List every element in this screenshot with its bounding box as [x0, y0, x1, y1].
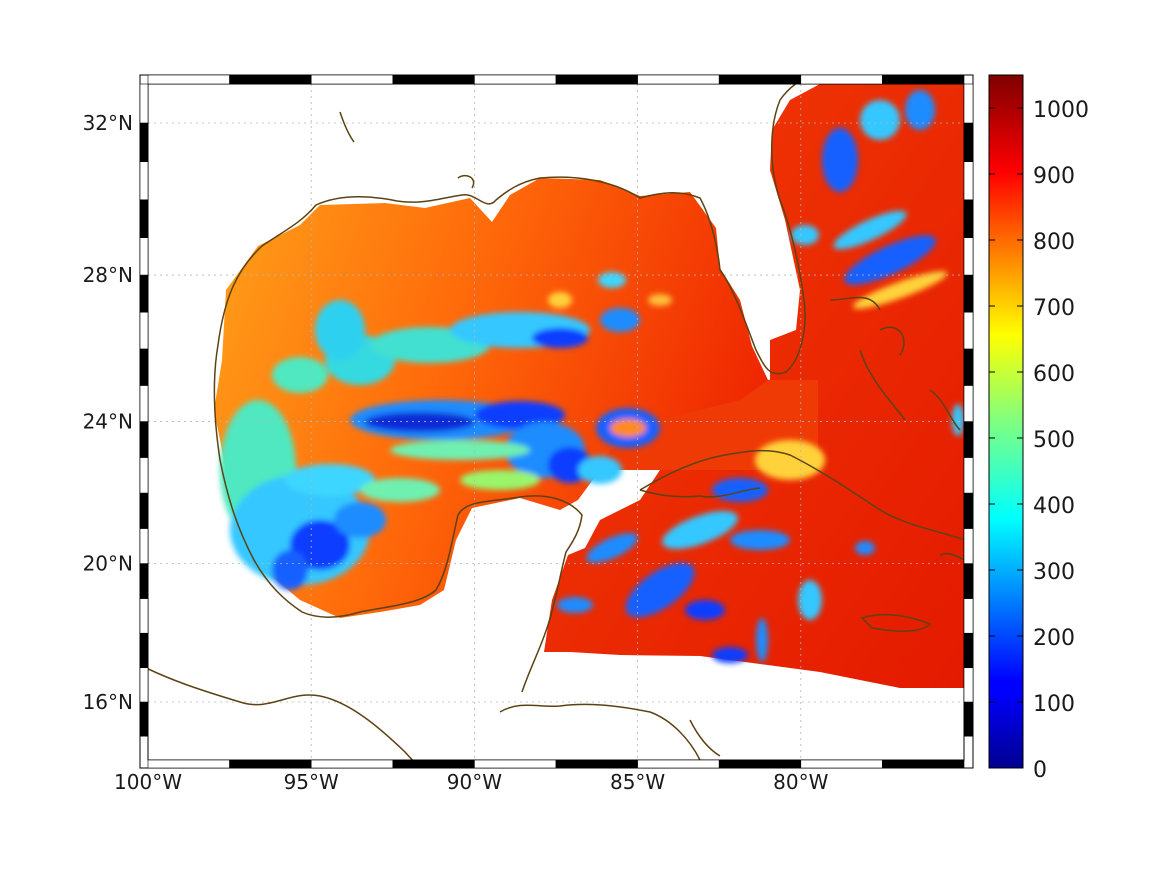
border-segment [310, 74, 394, 85]
border-segment [139, 563, 149, 599]
border-segment [147, 759, 230, 769]
border-segment [229, 74, 312, 85]
border-segment [139, 311, 149, 350]
colorbar-tick-label: 900 [1033, 164, 1075, 189]
longitude-tick-labels: 100°W 95°W 90°W 85°W 80°W [114, 770, 829, 794]
border-segment [147, 74, 230, 85]
map-frame [139, 74, 974, 769]
border-segment [963, 563, 974, 599]
border-segment [963, 421, 974, 458]
border-segment [139, 199, 149, 238]
border-segment [963, 311, 974, 350]
border-segment [139, 492, 149, 529]
border-segment [963, 598, 974, 634]
data-field [214, 84, 964, 688]
border-segment [800, 759, 883, 769]
border-segment [882, 74, 965, 85]
lat-tick-label: 20°N [83, 552, 133, 576]
border-segment [963, 83, 974, 124]
border-segment [139, 83, 149, 124]
lat-tick-label: 28°N [83, 263, 133, 287]
lat-tick-label: 24°N [83, 410, 133, 434]
border-segment [963, 385, 974, 422]
colorbar-tick-label: 800 [1033, 230, 1075, 255]
border-segment [229, 759, 312, 769]
border-segment [139, 348, 149, 386]
lon-tick-label: 95°W [284, 770, 339, 794]
colorbar-gradient [988, 74, 1024, 769]
lat-tick-label: 16°N [83, 690, 133, 714]
border-segment [882, 759, 965, 769]
colorbar-tick-label: 300 [1033, 560, 1075, 585]
coastline [148, 84, 964, 760]
lat-tick-label: 32°N [83, 111, 133, 135]
border-segment [139, 161, 149, 201]
lon-tick-label: 80°W [773, 770, 828, 794]
border-segment [963, 161, 974, 201]
border-segment [139, 421, 149, 458]
border-segment [139, 385, 149, 422]
border-segment [963, 528, 974, 564]
latitude-tick-labels: 32°N 28°N 24°N 20°N 16°N [83, 111, 133, 714]
border-segment [139, 632, 149, 669]
colorbar-tick-label: 200 [1033, 626, 1075, 651]
colorbar-tick-label: 700 [1033, 296, 1075, 321]
border-segment [963, 348, 974, 386]
border-segment [139, 122, 149, 162]
border-segment [139, 237, 149, 276]
border-segment [718, 74, 802, 85]
border-segment [963, 457, 974, 494]
border-segment [139, 457, 149, 494]
border-segment [555, 74, 638, 85]
border-segment [139, 598, 149, 634]
colorbar-tick-label: 0 [1033, 758, 1047, 783]
border-segment [637, 74, 720, 85]
border-segment [555, 759, 638, 769]
border-segment [392, 759, 475, 769]
border-segment [963, 274, 974, 313]
lon-tick-label: 100°W [114, 770, 182, 794]
border-segment [139, 701, 149, 737]
border-segment [963, 237, 974, 276]
border-segment [718, 759, 802, 769]
colorbar-tick-label: 500 [1033, 428, 1075, 453]
border-segment [392, 74, 475, 85]
lon-tick-label: 85°W [610, 770, 665, 794]
border-segment [963, 632, 974, 669]
border-segment [963, 492, 974, 529]
border-segment [963, 199, 974, 238]
colorbar-tick-label: 400 [1033, 494, 1075, 519]
border-segment [963, 701, 974, 737]
lon-tick-label: 90°W [447, 770, 502, 794]
border-segment [139, 274, 149, 313]
colorbar-tick-label: 600 [1033, 362, 1075, 387]
border-segment [963, 122, 974, 162]
colorbar-tick-label: 100 [1033, 692, 1075, 717]
border-segment [310, 759, 394, 769]
border-segment [963, 667, 974, 703]
border-segment [637, 759, 720, 769]
colorbar-tick-label: 1000 [1033, 98, 1089, 123]
border-segment [474, 759, 557, 769]
border-segment [474, 74, 557, 85]
border-segment [139, 528, 149, 564]
border-segment [800, 74, 883, 85]
border-segment [139, 667, 149, 703]
